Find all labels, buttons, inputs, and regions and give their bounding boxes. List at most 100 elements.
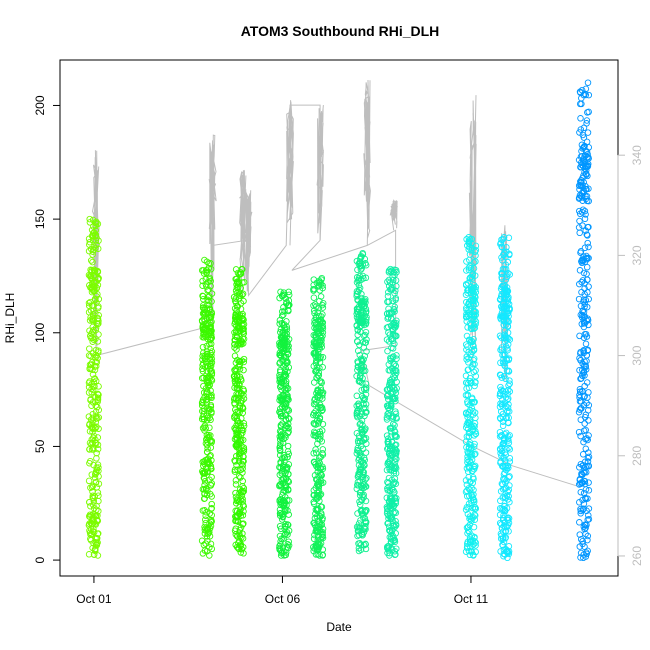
data-point	[240, 550, 247, 557]
data-point	[387, 377, 394, 384]
data-point	[467, 351, 474, 358]
data-point	[363, 316, 370, 323]
data-point	[284, 306, 292, 314]
data-point	[356, 468, 364, 476]
data-point	[463, 492, 471, 500]
data-point	[92, 545, 99, 553]
data-point	[500, 321, 507, 329]
data-point	[471, 533, 478, 541]
data-point	[284, 406, 292, 413]
data-point	[284, 521, 291, 528]
data-point	[92, 412, 100, 420]
data-point	[472, 286, 479, 293]
data-point	[237, 305, 245, 313]
data-point	[207, 265, 215, 273]
data-point	[357, 517, 364, 524]
data-point	[86, 317, 94, 324]
data-point	[585, 243, 592, 251]
data-point	[282, 484, 289, 492]
data-point	[281, 324, 288, 332]
data-point	[585, 321, 592, 329]
data-point	[85, 551, 93, 558]
data-point	[200, 360, 207, 367]
data-point	[88, 288, 96, 296]
data-point	[276, 436, 284, 443]
data-point	[391, 523, 399, 531]
y2-tick-label: 300	[630, 345, 644, 365]
data-point	[467, 442, 475, 449]
data-point	[86, 238, 94, 246]
data-point	[85, 247, 93, 255]
data-point	[233, 417, 241, 424]
data-point	[470, 325, 478, 332]
data-point	[277, 412, 285, 420]
data-point	[576, 543, 584, 550]
data-point	[576, 406, 584, 413]
data-point	[581, 300, 588, 308]
data-point	[498, 480, 506, 487]
data-point	[471, 440, 478, 448]
data-point	[234, 394, 242, 402]
data-point	[310, 411, 317, 419]
data-point	[284, 521, 292, 529]
data-point	[237, 549, 245, 556]
data-point	[388, 344, 395, 352]
data-point	[91, 274, 99, 281]
data-point	[279, 308, 286, 315]
data-point	[277, 464, 284, 471]
data-point	[314, 551, 322, 558]
data-point	[86, 511, 94, 518]
data-point	[584, 536, 591, 544]
y2-tick-label: 340	[630, 145, 644, 165]
data-point	[500, 550, 508, 558]
chart-title: ATOM3 Southbound RHi_DLH	[241, 23, 440, 39]
data-point	[502, 388, 510, 395]
data-point	[92, 512, 100, 519]
data-point	[203, 485, 210, 492]
data-point	[389, 297, 396, 305]
data-point	[235, 288, 243, 296]
data-point	[584, 79, 592, 86]
y-axis: 0 50 100 150 200	[33, 95, 61, 563]
data-point	[579, 277, 587, 284]
data-point	[208, 500, 215, 508]
data-point	[282, 372, 290, 380]
data-point	[278, 382, 285, 389]
data-point	[95, 347, 102, 354]
data-point	[237, 474, 244, 481]
data-point	[238, 390, 245, 397]
data-point	[503, 355, 510, 363]
data-point	[385, 479, 392, 487]
data-point	[393, 378, 400, 386]
data-point	[231, 336, 238, 344]
data-point	[231, 399, 238, 407]
data-point	[505, 367, 512, 374]
data-point	[386, 379, 394, 387]
data-point	[239, 498, 246, 505]
data-point	[361, 331, 369, 339]
data-point	[87, 257, 95, 264]
data-point	[469, 315, 477, 322]
data-point	[198, 399, 206, 407]
data-point	[312, 449, 320, 456]
data-point	[205, 286, 212, 294]
data-point	[91, 267, 99, 275]
data-point	[356, 540, 364, 547]
data-point	[356, 374, 364, 381]
data-point	[585, 254, 592, 262]
data-point	[354, 347, 362, 355]
data-point	[466, 337, 473, 344]
data-point	[462, 488, 470, 496]
data-point	[91, 375, 98, 383]
data-point	[468, 517, 475, 525]
data-point	[582, 426, 589, 434]
data-point	[236, 537, 243, 545]
data-point	[466, 430, 474, 437]
data-point	[387, 322, 395, 330]
data-point	[283, 497, 291, 504]
data-point	[577, 249, 584, 256]
points-layer	[85, 79, 593, 562]
data-point	[505, 548, 513, 555]
data-point	[384, 292, 392, 300]
data-point	[317, 509, 325, 517]
